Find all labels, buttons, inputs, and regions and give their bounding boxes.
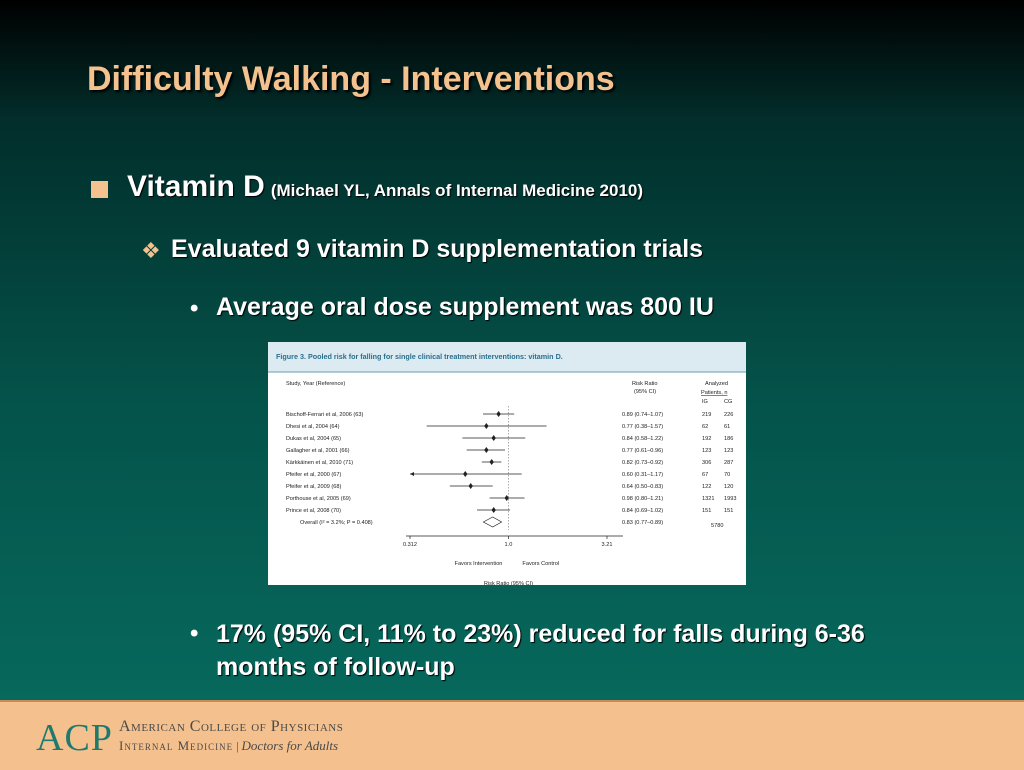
- acp-tagline-separator: |: [236, 739, 239, 753]
- header-study: Study, Year (Reference): [286, 381, 345, 387]
- study-ig: 151: [702, 508, 711, 514]
- study-cg: 120: [724, 484, 733, 490]
- study-cg: 70: [724, 472, 730, 478]
- study-cg: 123: [724, 448, 733, 454]
- study-label: Kärkkäinen et al, 2010 (71): [286, 460, 353, 466]
- header-risk-ratio-ci: (95% CI): [634, 389, 656, 395]
- overall-diamond: [482, 516, 503, 528]
- study-rr-text: 0.82 (0.73–0.92): [622, 460, 663, 466]
- study-ig: 67: [702, 472, 708, 478]
- overall-rr-text: 0.83 (0.77–0.89): [622, 520, 663, 526]
- header-patients: Patients, n: [701, 390, 727, 396]
- dot-bullet-icon: •: [190, 620, 199, 647]
- favors-intervention-label: Favors Intervention: [455, 561, 503, 567]
- header-analyzed: Analyzed: [705, 381, 728, 387]
- study-cg: 61: [724, 424, 730, 430]
- acp-org-name: American College of Physicians: [119, 718, 344, 735]
- study-ig: 219: [702, 412, 711, 418]
- favors-control-label: Favors Control: [522, 561, 559, 567]
- slide: Difficulty Walking - Interventions Vitam…: [0, 0, 1024, 700]
- study-rr-text: 0.64 (0.50–0.83): [622, 484, 663, 490]
- study-rr-text: 0.84 (0.69–1.02): [622, 508, 663, 514]
- point-estimate: [468, 483, 473, 489]
- study-label: Porthouse et al, 2005 (69): [286, 496, 351, 502]
- study-label: Bischoff-Ferrari et al, 2006 (63): [286, 412, 363, 418]
- bullet-evaluated-trials: Evaluated 9 vitamin D supplementation tr…: [171, 235, 704, 263]
- study-ig: 192: [702, 436, 711, 442]
- footer-bar: ACP American College of Physicians Inter…: [0, 700, 1024, 770]
- bullet-average-dose: Average oral dose supplement was 800 IU: [216, 293, 714, 321]
- study-label: Dhesi et al, 2004 (64): [286, 424, 340, 430]
- study-rr-text: 0.84 (0.58–1.22): [622, 436, 663, 442]
- study-label: Pfeifer et al, 2000 (67): [286, 472, 341, 478]
- study-ig: 62: [702, 424, 708, 430]
- bullet-fall-reduction: 17% (95% CI, 11% to 23%) reduced for fal…: [216, 620, 865, 681]
- point-estimate: [484, 447, 489, 453]
- study-cg: 186: [724, 436, 733, 442]
- study-rr-text: 0.89 (0.74–1.07): [622, 412, 663, 418]
- citation: (Michael YL, Annals of Internal Medicine…: [270, 181, 644, 200]
- point-estimate: [491, 435, 496, 441]
- diamond-bullet-icon: ❖: [141, 238, 161, 263]
- study-rr-text: 0.60 (0.31–1.17): [622, 472, 663, 478]
- ci-arrow: [410, 472, 414, 476]
- study-cg: 151: [724, 508, 733, 514]
- x-tick-label: 0.312: [403, 542, 417, 548]
- acp-tagline-doctors: Doctors for Adults: [241, 738, 339, 753]
- study-ig: 122: [702, 484, 711, 490]
- header-cg: CG: [724, 399, 732, 405]
- acp-logo: ACP: [36, 717, 113, 759]
- point-estimate: [489, 459, 494, 465]
- study-rr-text: 0.77 (0.38–1.57): [622, 424, 663, 430]
- point-estimate: [463, 471, 468, 477]
- x-tick-label: 3.21: [602, 542, 613, 548]
- acp-tagline: Internal Medicine | Doctors for Adults: [119, 738, 338, 754]
- header-ig: IG: [702, 399, 708, 405]
- study-cg: 1993: [724, 496, 736, 502]
- study-ig: 123: [702, 448, 711, 454]
- slide-title: Difficulty Walking - Interventions: [87, 60, 615, 98]
- square-bullet-icon: [91, 181, 108, 198]
- study-label: Gallagher et al, 2001 (66): [286, 448, 350, 454]
- overall-label: Overall (I² = 3.2%; P = 0.408): [300, 520, 373, 526]
- study-cg: 287: [724, 460, 733, 466]
- x-tick-label: 1.0: [505, 542, 513, 548]
- overall-total: 5780: [711, 523, 723, 529]
- point-estimate: [504, 495, 509, 501]
- forest-plot-figure: Figure 3. Pooled risk for falling for si…: [268, 342, 746, 585]
- point-estimate: [491, 507, 496, 513]
- figure-header-bg: [268, 342, 746, 372]
- bullet-vitamin-d: Vitamin D (Michael YL, Annals of Internal…: [127, 170, 643, 204]
- forest-plot: Figure 3. Pooled risk for falling for si…: [268, 342, 746, 585]
- figure-title: Figure 3. Pooled risk for falling for si…: [276, 352, 563, 361]
- bullet-vitamin-d-label: Vitamin D: [127, 170, 265, 203]
- study-cg: 226: [724, 412, 733, 418]
- dot-bullet-icon: •: [190, 295, 199, 322]
- header-risk-ratio: Risk Ratio: [632, 381, 658, 387]
- study-label: Prince et al, 2008 (70): [286, 508, 341, 514]
- point-estimate: [484, 423, 489, 429]
- study-ig: 306: [702, 460, 711, 466]
- study-label: Dukas et al, 2004 (65): [286, 436, 341, 442]
- x-axis-label: Risk Ratio (95% CI): [484, 581, 533, 585]
- point-estimate: [496, 411, 501, 417]
- study-rr-text: 0.77 (0.61–0.96): [622, 448, 663, 454]
- acp-tagline-internal-medicine: Internal Medicine: [119, 738, 234, 753]
- study-ig: 1321: [702, 496, 714, 502]
- study-label: Pfeifer et al, 2009 (68): [286, 484, 341, 490]
- study-rr-text: 0.98 (0.80–1.21): [622, 496, 663, 502]
